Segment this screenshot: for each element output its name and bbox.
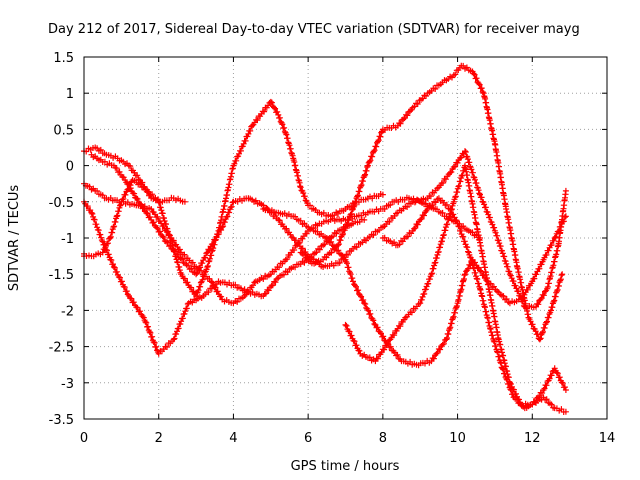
y-tick-label: -3.5 [49,413,74,428]
series-8 [342,162,569,409]
y-tick-label: -0.5 [49,196,74,211]
x-tick-label: 12 [524,431,541,446]
y-axis-label: SDTVAR / TECUs [7,185,22,292]
x-tick-label: 0 [80,431,88,446]
series-9-markers [379,195,569,415]
x-tick-label: 6 [304,431,312,446]
series-9 [379,195,569,415]
x-axis-label: GPS time / hours [291,459,400,474]
series-6 [260,206,569,369]
x-tick-label: 10 [449,431,466,446]
y-tick-label: -3 [61,377,74,392]
y-tick-label: 0.5 [53,123,74,138]
axis-ticks: 0 2 4 6 8 10 12 14 -3.5 -3 -2.5 -2 -1.5 -1 -0.5 0 0.5 1 1.… [49,51,616,446]
data-points [81,62,569,415]
series-8-markers [342,162,569,409]
x-tick-label: 2 [155,431,163,446]
y-tick-label: -1 [61,232,74,247]
x-tick-label: 14 [599,431,616,446]
x-tick-label: 8 [379,431,387,446]
series-7-markers [297,62,566,343]
y-tick-label: -2.5 [49,341,74,356]
y-tick-label: 1.5 [53,51,74,66]
plot-frame [83,56,608,420]
series-6-markers [260,206,569,369]
y-tick-label: -1.5 [49,268,74,283]
y-tick-label: 0 [66,160,74,175]
series-7 [297,62,566,343]
y-tick-label: 1 [66,87,74,102]
y-tick-label: -2 [61,304,74,319]
x-tick-label: 4 [229,431,237,446]
chart-title: Day 212 of 2017, Sidereal Day-to-day VTE… [48,22,580,37]
